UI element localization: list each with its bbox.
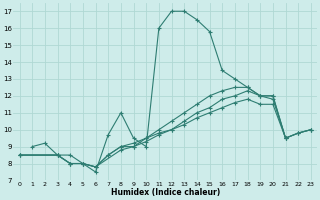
X-axis label: Humidex (Indice chaleur): Humidex (Indice chaleur) xyxy=(111,188,220,197)
